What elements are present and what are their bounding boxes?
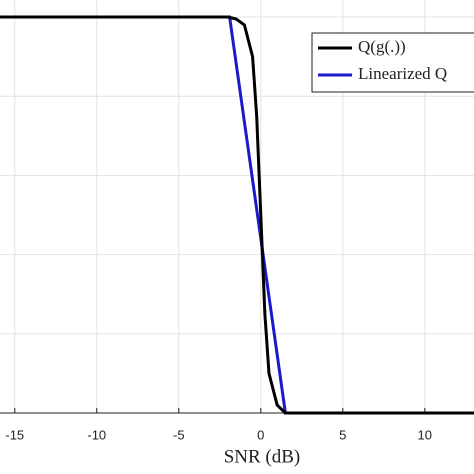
- x-tick-label: 5: [339, 427, 346, 442]
- legend-box: [311, 32, 474, 93]
- x-tick-label: -15: [5, 427, 24, 442]
- x-tick-label: 0: [257, 427, 264, 442]
- x-tick-label: -5: [173, 427, 185, 442]
- line-series: [0, 15, 474, 415]
- x-axis-label: SNR (dB): [224, 446, 301, 467]
- legend-label: Linearized Q: [358, 64, 447, 83]
- x-tick-label: 10: [418, 427, 432, 442]
- x-tick-label: -10: [87, 427, 106, 442]
- legend-label: Q(g(.)): [358, 37, 406, 56]
